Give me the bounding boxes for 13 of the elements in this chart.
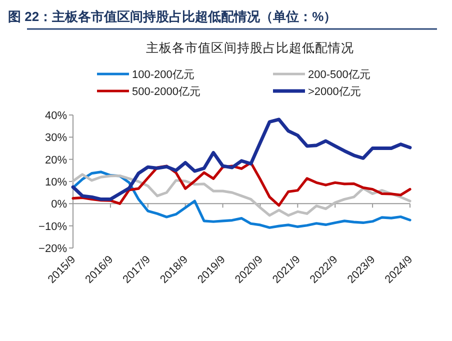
y-tick-label: −20%: [38, 243, 68, 255]
y-tick-label: −10%: [38, 220, 68, 233]
y-tick-label: 10%: [44, 176, 68, 188]
chart-title: 图 22：主板各市值区间持股占比超低配情况（单位：%）: [8, 9, 337, 24]
legend-label: 500-2000亿元: [132, 86, 200, 98]
y-tick-label: 30%: [44, 132, 68, 144]
legend-label: 200-500亿元: [308, 69, 370, 81]
legend-label: 100-200亿元: [132, 69, 194, 81]
y-tick-label: 40%: [44, 110, 68, 122]
y-tick-label: 0%: [51, 198, 68, 211]
y-tick-label: 20%: [44, 154, 68, 166]
legend-label: >2000亿元: [308, 86, 361, 98]
chart-subtitle: 主板各市值区间持股占比超低配情况: [146, 40, 354, 55]
